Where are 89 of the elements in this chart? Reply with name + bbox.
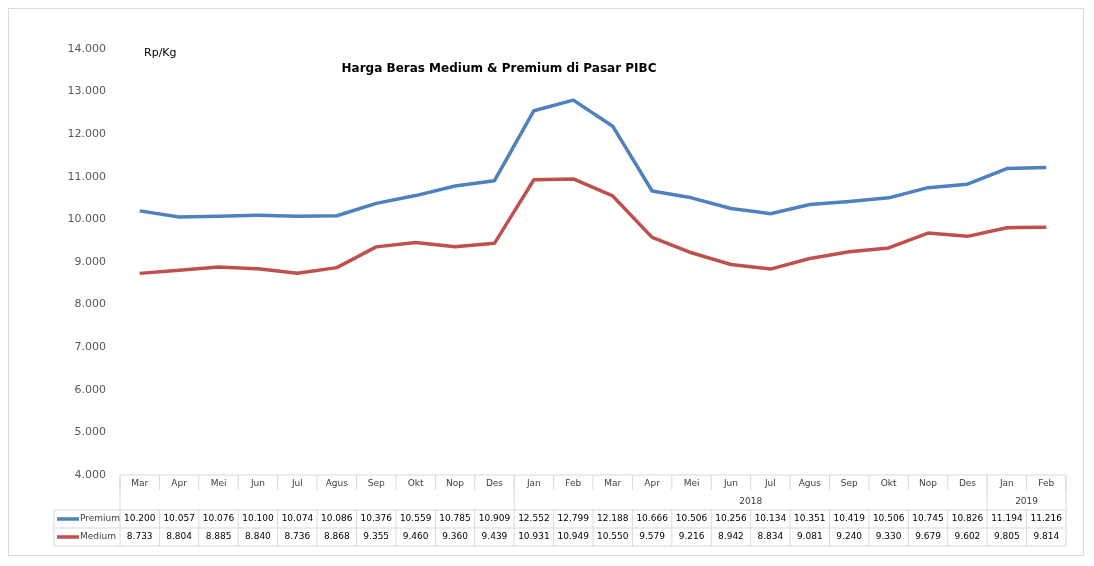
- x-tick-label: Apr: [644, 478, 661, 489]
- data-label: 9.679: [915, 531, 942, 542]
- x-tick-label: Nop: [919, 478, 938, 489]
- data-label: 10.100: [242, 513, 274, 524]
- data-label: 8.804: [166, 531, 193, 542]
- y-tick-label: 9.000: [74, 254, 106, 268]
- x-tick-label: Mar: [604, 478, 622, 489]
- x-tick-label: Okt: [880, 478, 898, 489]
- data-label: 10.745: [912, 513, 944, 524]
- data-label: 10.550: [596, 531, 629, 542]
- data-label: 10.057: [163, 513, 195, 524]
- y-tick-label: 5.000: [74, 425, 106, 439]
- data-label: 9.081: [796, 531, 823, 542]
- y-tick-label: 4.000: [74, 467, 106, 481]
- text: 2018: [739, 496, 763, 507]
- y-tick-label: 12.000: [67, 127, 106, 141]
- data-label: 9.439: [481, 531, 508, 542]
- data-label: 10.909: [478, 513, 511, 524]
- data-label: 9.814: [1033, 531, 1060, 542]
- x-tick-label: Feb: [565, 478, 582, 489]
- x-tick-label: Des: [485, 478, 504, 489]
- data-label: 10.949: [557, 531, 590, 542]
- x-tick-label: Jan: [998, 478, 1014, 489]
- y-tick-label: 10.000: [67, 212, 106, 226]
- x-tick-label: Agus: [798, 478, 822, 489]
- data-label: 9.216: [678, 531, 705, 542]
- y-tick-label: 8.000: [74, 297, 106, 311]
- y-tick-label: 14.000: [67, 41, 106, 55]
- y-axis-title: Rp/Kg: [144, 45, 177, 59]
- y-tick-label: 7.000: [74, 340, 106, 354]
- data-label: 12.799: [557, 513, 590, 524]
- data-label: 8.733: [126, 531, 153, 542]
- data-label: 11.194: [991, 513, 1023, 524]
- legend-label: Medium: [80, 531, 116, 542]
- x-tick-label: Jun: [722, 478, 738, 489]
- data-label: 10.419: [833, 513, 866, 524]
- x-tick-label: Mei: [210, 478, 227, 489]
- y-tick-label: 6.000: [74, 382, 106, 396]
- x-tick-label: Jul: [763, 478, 776, 489]
- data-label: 12.188: [596, 513, 629, 524]
- data-label: 8.840: [245, 531, 272, 542]
- data-label: 10.134: [754, 513, 787, 524]
- x-tick-label: Feb: [1038, 478, 1055, 489]
- text: Harga Beras Medium & Premium di Pasar PIBC: [341, 61, 657, 76]
- data-label: 9.602: [954, 531, 981, 542]
- data-label: 10.351: [794, 513, 826, 524]
- x-tick-label: Sep: [840, 478, 858, 489]
- data-label: 10.666: [636, 513, 669, 524]
- x-tick-label: Jul: [290, 478, 303, 489]
- data-label: 10.256: [715, 513, 747, 524]
- y-tick-label: 11.000: [67, 169, 106, 183]
- data-label: 9.355: [363, 531, 390, 542]
- x-tick-label: Agus: [325, 478, 349, 489]
- data-label: 10.086: [321, 513, 353, 524]
- x-tick-label: Jan: [525, 478, 541, 489]
- data-label: 12.552: [518, 513, 550, 524]
- data-label: 8.868: [323, 531, 350, 542]
- y-tick-label: 13.000: [67, 84, 106, 98]
- x-tick-label: Apr: [171, 478, 188, 489]
- x-tick-label: Jun: [249, 478, 265, 489]
- legend-label: Premium: [80, 513, 121, 524]
- data-label: 10.559: [399, 513, 432, 524]
- data-label: 11.216: [1030, 513, 1063, 524]
- data-label: 9.330: [875, 531, 902, 542]
- data-label: 10.506: [872, 513, 905, 524]
- x-tick-label: Okt: [407, 478, 425, 489]
- data-label: 10.200: [123, 513, 156, 524]
- data-label: 10.931: [518, 531, 550, 542]
- x-tick-label: Mei: [683, 478, 700, 489]
- x-tick-label: Des: [958, 478, 977, 489]
- data-label: 9.460: [402, 531, 429, 542]
- data-label: 10.076: [202, 513, 235, 524]
- data-label: 8.736: [284, 531, 311, 542]
- data-label: 10.074: [281, 513, 314, 524]
- data-label: 9.579: [639, 531, 666, 542]
- data-label: 8.834: [757, 531, 784, 542]
- data-label: 10.376: [360, 513, 393, 524]
- data-label: 8.885: [205, 531, 232, 542]
- data-label: 10.826: [951, 513, 984, 524]
- data-label: 9.360: [442, 531, 469, 542]
- data-label: 10.785: [439, 513, 471, 524]
- data-label: 9.240: [836, 531, 863, 542]
- x-tick-label: Mar: [131, 478, 149, 489]
- x-tick-label: Nop: [446, 478, 465, 489]
- data-label: 8.942: [718, 531, 744, 542]
- data-label: 10.506: [675, 513, 708, 524]
- text: 2019: [1015, 496, 1039, 507]
- data-label: 9.805: [993, 531, 1020, 542]
- x-tick-label: Sep: [367, 478, 385, 489]
